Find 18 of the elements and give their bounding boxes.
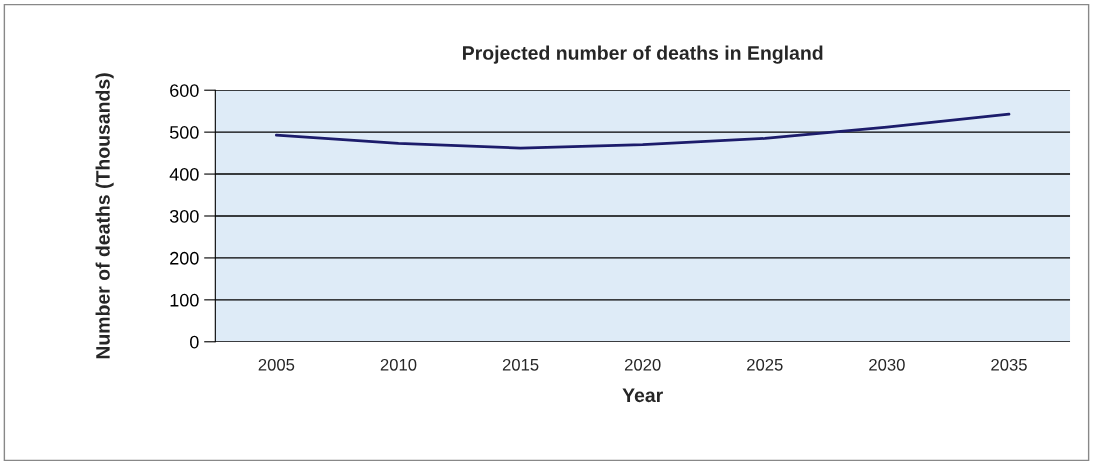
line-series [274, 112, 1011, 150]
y-tick-label: 400 [169, 168, 199, 181]
x-tick-label: 2035 [991, 358, 1027, 371]
y-tick-label: 0 [190, 335, 199, 349]
x-tick-label: 2020 [624, 358, 661, 371]
y-tick-label: 200 [170, 251, 199, 265]
x-tick-label: 2030 [869, 358, 905, 371]
y-tick-label: 300 [169, 209, 199, 223]
x-tick-label: 2015 [502, 358, 539, 371]
x-axis-title: Year [622, 388, 663, 403]
chart-title: Projected number of deaths in England [463, 45, 823, 64]
x-tick-label: 2010 [380, 358, 417, 371]
y-tick-label: 600 [170, 84, 199, 97]
x-tick-label: 2025 [747, 358, 783, 371]
x-tick-label: 2005 [258, 358, 295, 371]
y-tick-label: 100 [170, 293, 199, 307]
y-axis-title: Number of deaths (Thousands) [95, 73, 114, 359]
y-tick-label: 500 [169, 126, 199, 139]
